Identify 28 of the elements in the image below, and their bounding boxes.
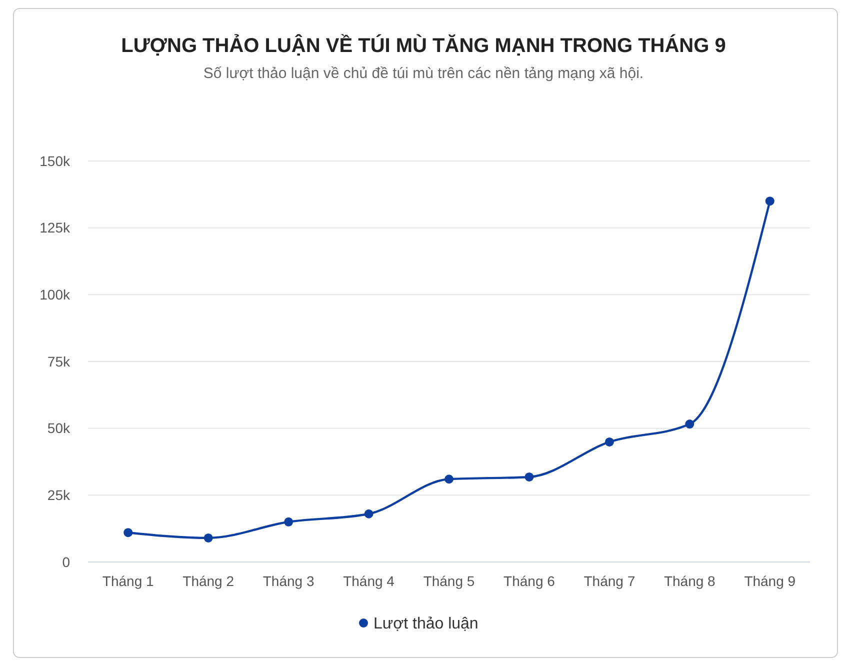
y-tick-label: 0	[62, 554, 70, 570]
x-tick-label: Tháng 2	[182, 573, 234, 589]
legend-label: Lượt thảo luận	[374, 616, 478, 633]
x-tick-label: Tháng 3	[262, 573, 314, 589]
x-tick-label: Tháng 1	[102, 573, 154, 589]
y-tick-label: 75k	[47, 353, 71, 370]
x-tick-label: Tháng 5	[423, 573, 475, 589]
point	[604, 437, 614, 446]
point	[364, 509, 374, 518]
x-tick-label: Tháng 8	[664, 573, 716, 589]
chart-title: LƯỢNG THẢO LUẬN VỀ TÚI MÙ TĂNG MẠNH TRONG THÁNG 9	[121, 34, 726, 57]
point	[124, 528, 133, 538]
point	[765, 196, 774, 206]
x-tick-label: Tháng 7	[584, 573, 636, 589]
y-tick-label: 100k	[40, 286, 71, 303]
y-tick-label: 125k	[40, 220, 71, 236]
point	[444, 474, 454, 484]
y-tick-label: 25k	[47, 487, 71, 504]
chart-subtitle: Số lượt thảo luận về chủ đề túi mù trên các nền tảng mạng xã hội.	[203, 65, 644, 82]
y-tick-label: 150k	[40, 152, 71, 169]
x-tick-label: Tháng 6	[504, 573, 556, 589]
point	[204, 533, 213, 542]
point	[524, 472, 534, 482]
point	[284, 517, 294, 526]
x-tick-label: Tháng 9	[744, 573, 796, 589]
x-tick-label: Tháng 4	[343, 573, 395, 589]
y-tick-label: 50k	[47, 420, 71, 436]
point	[685, 420, 694, 429]
